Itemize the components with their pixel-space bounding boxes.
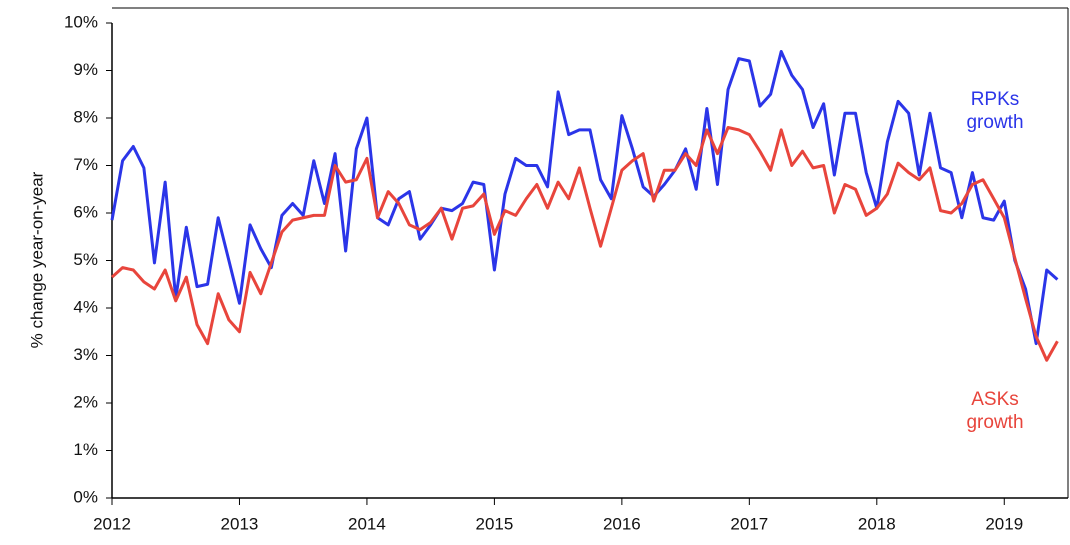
y-tick-label: 3% [73, 345, 98, 364]
y-tick-label: 5% [73, 250, 98, 269]
x-tick-label: 2016 [603, 514, 641, 533]
y-tick-label: 7% [73, 155, 98, 174]
y-tick-label: 8% [73, 107, 98, 126]
series-line [110, 50, 1059, 346]
y-tick-label: 10% [64, 12, 98, 31]
x-tick-label: 2015 [475, 514, 513, 533]
x-tick-label: 2013 [221, 514, 259, 533]
series-line [110, 126, 1059, 362]
y-tick-label: 9% [73, 60, 98, 79]
y-tick-label: 2% [73, 392, 98, 411]
y-tick-label: 1% [73, 440, 98, 459]
x-tick-label: 2012 [93, 514, 131, 533]
y-axis-label: % change year-on-year [27, 171, 46, 348]
series-label: RPKs growth [966, 89, 1024, 133]
x-tick-label: 2019 [985, 514, 1023, 533]
x-tick-label: 2018 [858, 514, 896, 533]
x-tick-label: 2014 [348, 514, 386, 533]
x-tick-label: 2017 [730, 514, 768, 533]
y-tick-label: 6% [73, 202, 98, 221]
y-tick-label: 4% [73, 297, 98, 316]
y-tick-label: 0% [73, 487, 98, 506]
series-label: ASKs growth [966, 389, 1024, 433]
